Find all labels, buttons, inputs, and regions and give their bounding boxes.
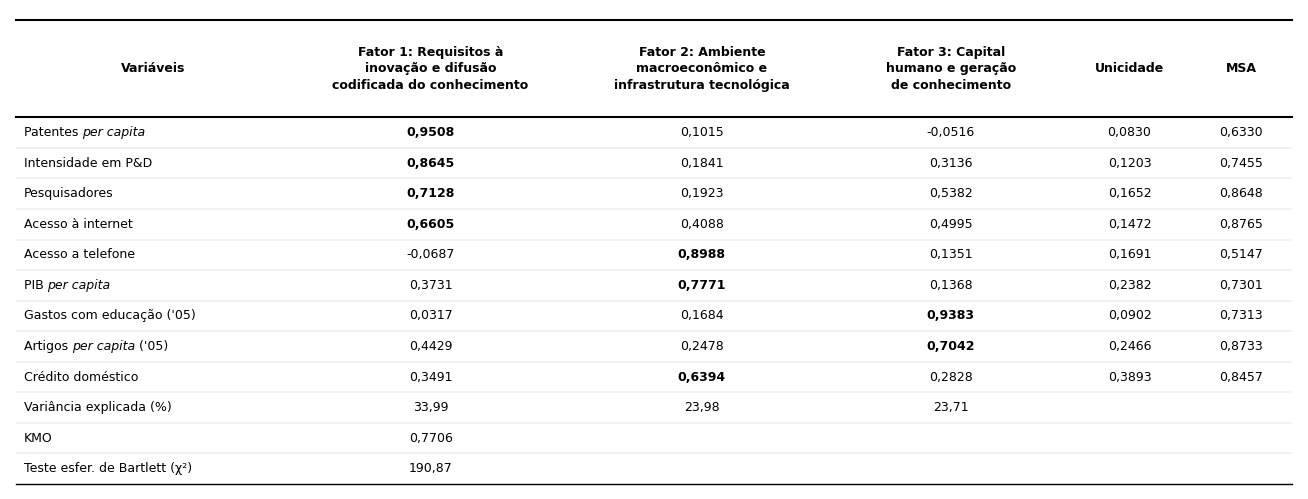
Text: 0,8645: 0,8645: [407, 157, 455, 170]
Text: 0,6330: 0,6330: [1219, 126, 1264, 139]
Text: Patentes: Patentes: [24, 126, 82, 139]
Text: MSA: MSA: [1226, 62, 1257, 75]
Text: 0,4088: 0,4088: [680, 218, 723, 231]
Text: 0,8988: 0,8988: [678, 249, 726, 261]
Text: Fator 2: Ambiente
macroeconômico e
infrastrutura tecnológica: Fator 2: Ambiente macroeconômico e infra…: [613, 45, 790, 92]
Text: 0,5382: 0,5382: [929, 187, 973, 200]
Text: 0,1368: 0,1368: [929, 279, 973, 292]
Text: 0,1923: 0,1923: [680, 187, 723, 200]
Text: Crédito doméstico: Crédito doméstico: [24, 371, 137, 384]
Text: 190,87: 190,87: [408, 462, 453, 475]
Text: 33,99: 33,99: [413, 401, 449, 414]
Text: 0,2466: 0,2466: [1108, 340, 1151, 353]
Text: per capita: per capita: [47, 279, 110, 292]
Text: 0,3731: 0,3731: [409, 279, 453, 292]
Text: 0,0317: 0,0317: [408, 309, 453, 322]
Text: per capita: per capita: [72, 340, 135, 353]
Text: 0,9508: 0,9508: [407, 126, 455, 139]
Text: Unicidade: Unicidade: [1095, 62, 1164, 75]
Text: Intensidade em P&D: Intensidade em P&D: [24, 157, 152, 170]
Text: 0,4429: 0,4429: [409, 340, 453, 353]
Text: 0,1015: 0,1015: [680, 126, 723, 139]
Text: 0,3893: 0,3893: [1108, 371, 1151, 384]
Text: 0,1684: 0,1684: [680, 309, 723, 322]
Text: 0,0830: 0,0830: [1108, 126, 1151, 139]
Text: 0,8457: 0,8457: [1219, 371, 1264, 384]
Text: Fator 1: Requisitos à
inovação e difusão
codificada do conhecimento: Fator 1: Requisitos à inovação e difusão…: [332, 45, 528, 92]
Text: 0,2382: 0,2382: [1108, 279, 1151, 292]
Text: 0,1691: 0,1691: [1108, 249, 1151, 261]
Text: Variáveis: Variáveis: [120, 62, 186, 75]
Text: Acesso à internet: Acesso à internet: [24, 218, 132, 231]
Text: 0,7706: 0,7706: [408, 432, 453, 445]
Text: 0,1351: 0,1351: [929, 249, 973, 261]
Text: 23,98: 23,98: [684, 401, 719, 414]
Text: Fator 3: Capital
humano e geração
de conhecimento: Fator 3: Capital humano e geração de con…: [886, 45, 1016, 92]
Text: ('05): ('05): [135, 340, 167, 353]
Text: Acesso a telefone: Acesso a telefone: [24, 249, 135, 261]
Text: 0,1652: 0,1652: [1108, 187, 1151, 200]
Text: 0,2478: 0,2478: [680, 340, 723, 353]
Text: 0,7128: 0,7128: [407, 187, 455, 200]
Text: 0,8733: 0,8733: [1219, 340, 1264, 353]
Text: 0,1472: 0,1472: [1108, 218, 1151, 231]
Text: 0,7301: 0,7301: [1219, 279, 1264, 292]
Text: 0,6605: 0,6605: [407, 218, 455, 231]
Text: 0,3491: 0,3491: [409, 371, 453, 384]
Text: 0,6394: 0,6394: [678, 371, 726, 384]
Text: 0,9383: 0,9383: [927, 309, 974, 322]
Text: 0,7042: 0,7042: [926, 340, 974, 353]
Text: 0,1841: 0,1841: [680, 157, 723, 170]
Text: Variância explicada (%): Variância explicada (%): [24, 401, 171, 414]
Text: 0,3136: 0,3136: [929, 157, 973, 170]
Text: 0,7313: 0,7313: [1219, 309, 1264, 322]
Text: KMO: KMO: [24, 432, 52, 445]
Text: 0,8648: 0,8648: [1219, 187, 1264, 200]
Text: 0,2828: 0,2828: [929, 371, 973, 384]
Text: per capita: per capita: [82, 126, 145, 139]
Text: 0,5147: 0,5147: [1219, 249, 1264, 261]
Text: 0,1203: 0,1203: [1108, 157, 1151, 170]
Text: Artigos: Artigos: [24, 340, 72, 353]
Text: -0,0687: -0,0687: [407, 249, 455, 261]
Text: 0,0902: 0,0902: [1108, 309, 1151, 322]
Text: 0,7771: 0,7771: [678, 279, 726, 292]
Text: 23,71: 23,71: [933, 401, 969, 414]
Text: Gastos com educação ('05): Gastos com educação ('05): [24, 309, 195, 322]
Text: 0,4995: 0,4995: [929, 218, 973, 231]
Text: -0,0516: -0,0516: [926, 126, 974, 139]
Text: Pesquisadores: Pesquisadores: [24, 187, 114, 200]
Text: PIB: PIB: [24, 279, 47, 292]
Text: 0,8765: 0,8765: [1219, 218, 1264, 231]
Text: 0,7455: 0,7455: [1219, 157, 1264, 170]
Text: Teste esfer. de Bartlett (χ²): Teste esfer. de Bartlett (χ²): [24, 462, 192, 475]
